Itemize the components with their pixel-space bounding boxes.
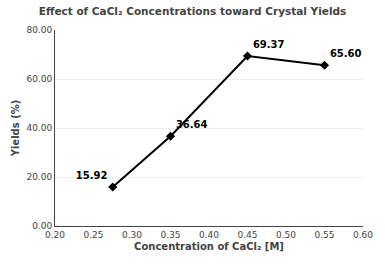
svg-text:0.35: 0.35 [160,230,180,240]
svg-text:40.00: 40.00 [26,123,52,133]
svg-text:15.92: 15.92 [76,170,108,181]
svg-text:0.45: 0.45 [237,230,257,240]
svg-text:Yields (%): Yields (%) [10,100,21,158]
svg-text:60.00: 60.00 [26,74,52,84]
svg-text:80.00: 80.00 [26,25,52,35]
svg-text:0.40: 0.40 [199,230,219,240]
svg-text:Concentration of CaCl₂ [M]: Concentration of CaCl₂ [M] [134,241,284,252]
svg-text:0.60: 0.60 [353,230,373,240]
svg-text:0.50: 0.50 [276,230,296,240]
svg-text:20.00: 20.00 [26,172,52,182]
svg-text:0.55: 0.55 [314,230,334,240]
svg-text:0.30: 0.30 [122,230,142,240]
svg-text:0.00: 0.00 [32,221,52,231]
svg-text:65.60: 65.60 [330,48,362,59]
svg-text:69.37: 69.37 [253,39,285,50]
svg-text:0.20: 0.20 [45,230,65,240]
svg-text:0.25: 0.25 [83,230,103,240]
svg-text:Effect of CaCl₂ Concentrations: Effect of CaCl₂ Concentrations toward Cr… [39,5,347,17]
svg-text:36.64: 36.64 [176,119,208,130]
